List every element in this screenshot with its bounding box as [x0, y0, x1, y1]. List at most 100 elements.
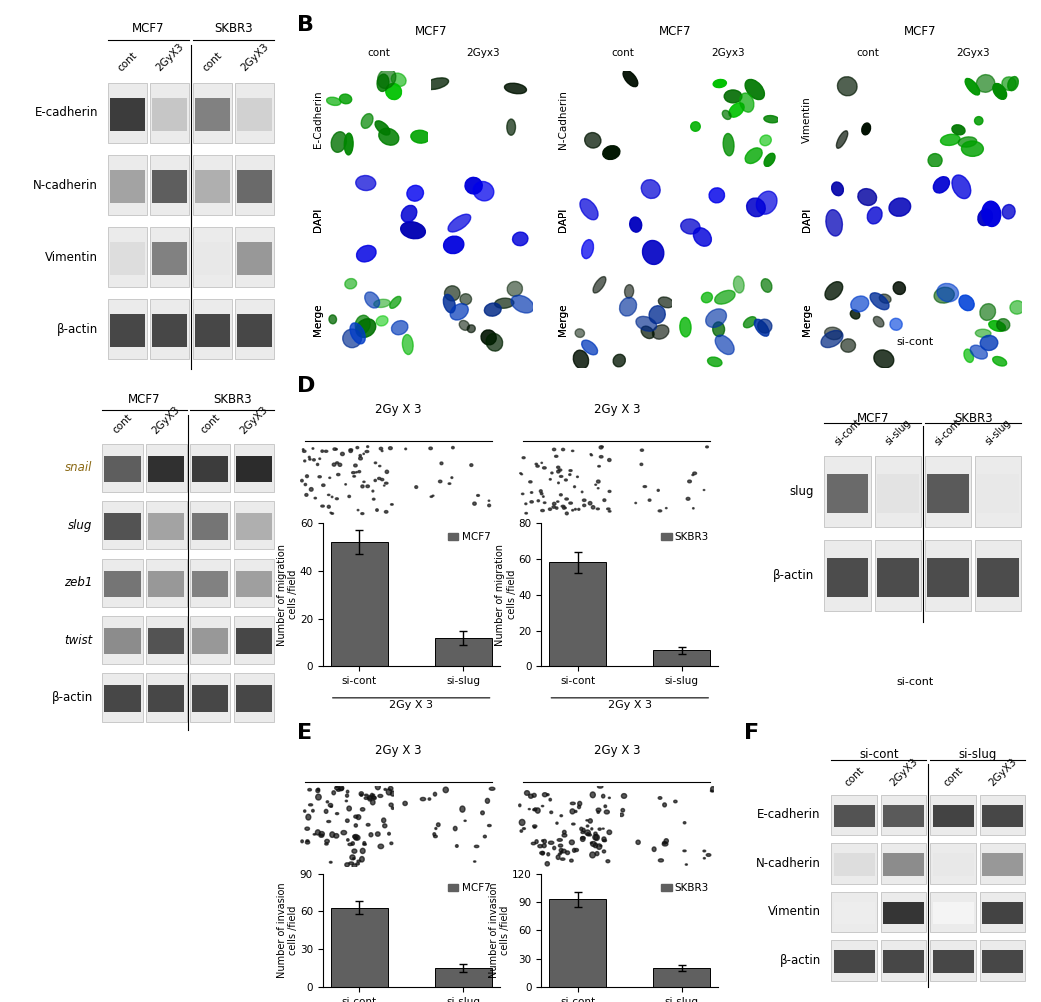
Ellipse shape [342, 329, 361, 348]
Ellipse shape [350, 855, 355, 860]
Ellipse shape [586, 825, 589, 827]
Ellipse shape [374, 479, 377, 482]
Text: E-cadherin: E-cadherin [34, 106, 98, 119]
Bar [192, 513, 228, 540]
Bar [150, 154, 189, 215]
X-axis label: 2Gy X 3: 2Gy X 3 [389, 700, 433, 710]
Ellipse shape [553, 448, 556, 451]
Bar [980, 795, 1025, 836]
Ellipse shape [304, 810, 306, 813]
Ellipse shape [591, 828, 592, 830]
Bar [235, 83, 274, 143]
Ellipse shape [761, 279, 771, 293]
Ellipse shape [332, 463, 336, 466]
Ellipse shape [558, 844, 563, 847]
Text: N-cadherin: N-cadherin [33, 178, 98, 191]
Ellipse shape [889, 198, 911, 216]
Bar [975, 540, 1021, 611]
Ellipse shape [523, 457, 525, 459]
Ellipse shape [333, 448, 336, 450]
Text: MCF7: MCF7 [904, 25, 937, 38]
Ellipse shape [603, 499, 606, 501]
Bar [104, 456, 141, 482]
Bar [236, 628, 272, 654]
Y-axis label: Number of migration
cells /field: Number of migration cells /field [496, 544, 517, 645]
Ellipse shape [494, 299, 514, 309]
Ellipse shape [640, 449, 643, 451]
Ellipse shape [487, 825, 491, 827]
Ellipse shape [685, 864, 687, 865]
Ellipse shape [542, 793, 548, 797]
Ellipse shape [549, 799, 552, 801]
Ellipse shape [581, 837, 585, 840]
Ellipse shape [556, 507, 558, 509]
Ellipse shape [390, 791, 396, 797]
Ellipse shape [430, 496, 433, 497]
Bar [193, 154, 232, 215]
Ellipse shape [378, 844, 383, 849]
Ellipse shape [537, 500, 539, 502]
Ellipse shape [558, 853, 561, 855]
Ellipse shape [702, 293, 712, 303]
Ellipse shape [635, 502, 636, 504]
Ellipse shape [313, 834, 315, 835]
Ellipse shape [574, 486, 576, 488]
Ellipse shape [356, 472, 357, 473]
Bar [977, 558, 1019, 597]
Ellipse shape [387, 833, 390, 835]
Ellipse shape [603, 840, 607, 842]
Ellipse shape [376, 316, 388, 326]
Bar [195, 314, 230, 348]
Ellipse shape [588, 819, 592, 823]
Ellipse shape [382, 818, 386, 823]
Ellipse shape [585, 132, 601, 148]
Ellipse shape [704, 858, 706, 859]
Ellipse shape [321, 450, 324, 452]
Ellipse shape [572, 450, 574, 452]
Ellipse shape [709, 187, 725, 202]
Text: DAPI: DAPI [313, 207, 323, 231]
Bar [924, 456, 971, 527]
Ellipse shape [551, 472, 553, 474]
Text: cont: cont [199, 413, 222, 436]
Ellipse shape [356, 447, 359, 449]
Ellipse shape [970, 345, 988, 359]
Ellipse shape [561, 849, 566, 853]
Ellipse shape [428, 798, 431, 801]
Ellipse shape [558, 482, 559, 484]
Bar [107, 83, 147, 143]
Ellipse shape [443, 236, 464, 254]
Bar [236, 570, 272, 597]
Ellipse shape [354, 464, 357, 467]
Bar [883, 950, 924, 973]
Text: 2Gy X 3: 2Gy X 3 [375, 743, 422, 757]
Bar [191, 673, 230, 721]
Ellipse shape [357, 509, 359, 511]
Ellipse shape [391, 73, 406, 86]
Ellipse shape [562, 506, 565, 509]
Ellipse shape [379, 465, 381, 467]
Ellipse shape [575, 811, 577, 813]
Bar [236, 685, 272, 711]
Ellipse shape [356, 319, 376, 338]
Text: Vimentin: Vimentin [803, 96, 812, 142]
Ellipse shape [588, 502, 592, 505]
Bar [150, 299, 189, 360]
Ellipse shape [958, 137, 976, 147]
Ellipse shape [460, 294, 472, 305]
Bar [148, 628, 184, 654]
Text: cont: cont [201, 50, 224, 73]
Ellipse shape [621, 809, 625, 812]
Ellipse shape [518, 804, 520, 807]
Ellipse shape [421, 798, 426, 801]
Ellipse shape [360, 794, 362, 797]
Ellipse shape [390, 504, 393, 505]
Ellipse shape [663, 803, 666, 807]
Ellipse shape [335, 787, 339, 790]
Ellipse shape [373, 797, 376, 800]
Ellipse shape [693, 472, 696, 475]
Ellipse shape [715, 291, 735, 304]
Legend: SKBR3: SKBR3 [657, 879, 713, 897]
Ellipse shape [335, 813, 338, 815]
Ellipse shape [475, 846, 479, 848]
